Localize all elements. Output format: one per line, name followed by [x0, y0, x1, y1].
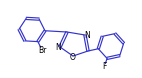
Text: Br: Br	[38, 46, 47, 55]
Text: N: N	[55, 43, 61, 51]
Text: N: N	[84, 30, 90, 39]
Text: F: F	[102, 61, 107, 71]
Text: O: O	[70, 54, 76, 62]
